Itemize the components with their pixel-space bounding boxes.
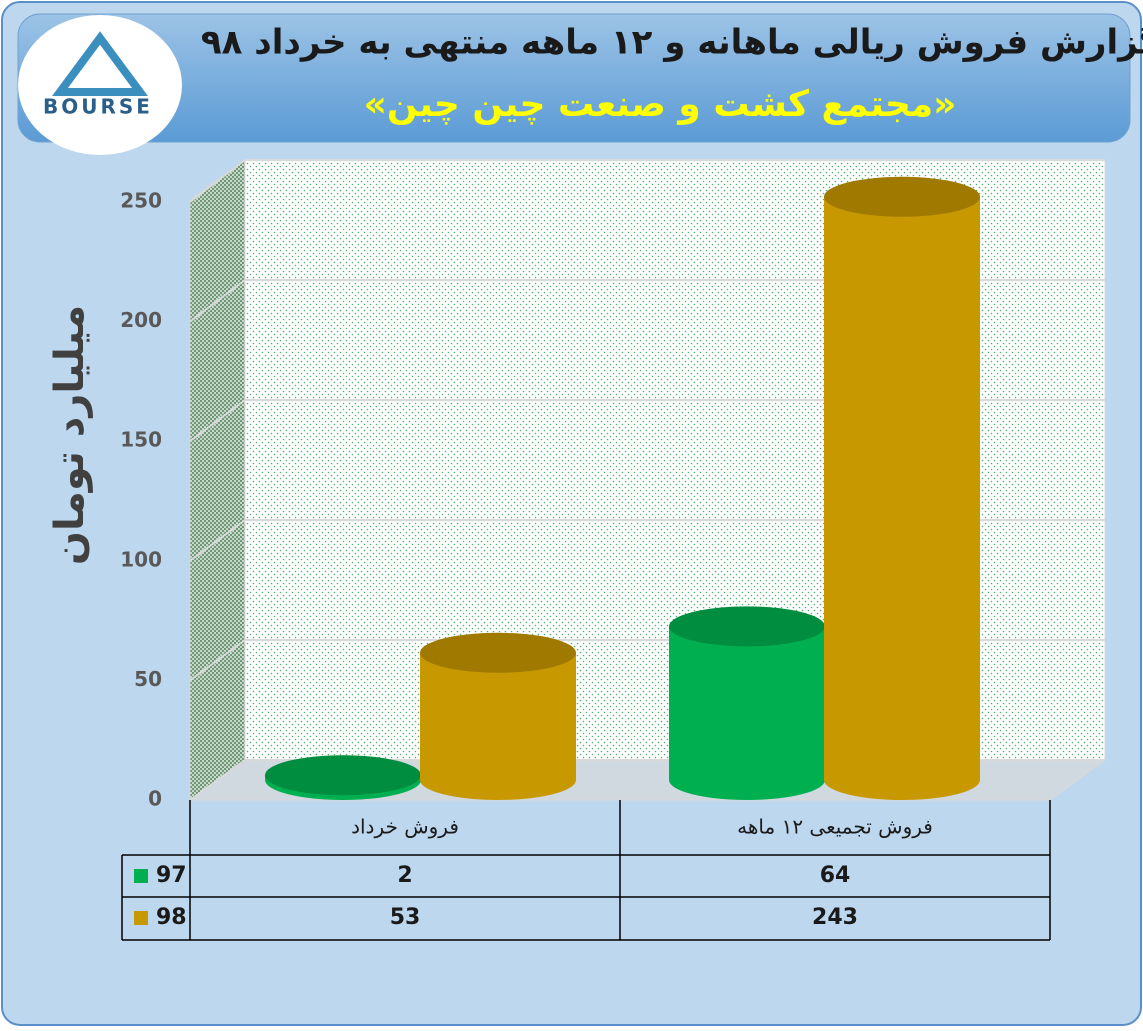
y-tick-label: 250 [120,189,162,213]
grid-line [189,159,246,203]
chart-subtitle: «مجتمع کشت و صنعت چین چین» [364,84,957,125]
bar-top [420,632,576,673]
bar-top [265,755,421,796]
bar [669,626,825,800]
bar [420,652,576,800]
logo-mark [52,31,148,96]
legend-label: 97 [156,863,187,888]
data-label: 2 [397,863,412,888]
grid-line [189,279,246,323]
logo-circle [18,15,182,155]
y-tick-label: 50 [134,667,162,691]
bar [824,196,980,801]
x-tick-label: فروش تجمیعی ۱۲ ماهه [737,815,933,839]
y-tick-label: 150 [120,428,162,452]
chart-title: گزارش فروش ریالی ماهانه و ۱۲ ماهه منتهی … [201,23,1143,63]
data-label: 64 [820,863,851,888]
grid-line [189,639,246,682]
logo-text: BOURSE [43,95,153,119]
data-label: 53 [390,905,421,930]
title-banner [17,13,1131,143]
data-label: 243 [812,905,858,930]
y-tick-label: 100 [120,547,162,571]
x-tick-label: فروش خرداد [351,815,459,839]
y-tick-label: 200 [120,308,162,332]
legend-swatch [134,911,148,925]
y-axis-label: میلیارد تومان [47,305,93,565]
bar-top [669,606,825,647]
grid-line [189,519,246,562]
y-tick-label: 0 [148,787,162,811]
grid-line [189,759,246,801]
grid-line [189,399,246,443]
bar-top [824,176,980,217]
side-wall [189,159,246,801]
legend-swatch [134,869,148,883]
legend-label: 98 [156,905,187,930]
